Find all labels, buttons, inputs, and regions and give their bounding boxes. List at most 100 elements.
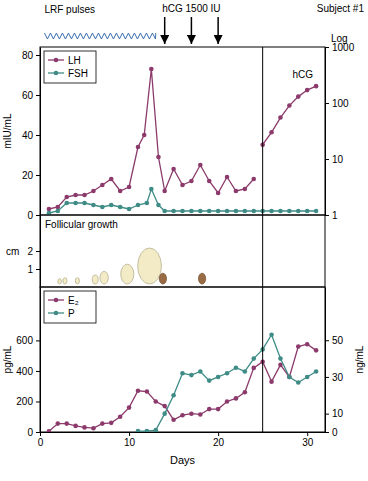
injection-arrow [217, 17, 219, 44]
follicle [58, 279, 62, 284]
panel: 0204060801101001000mIU/mLLoghCGLHFSH [2, 33, 355, 221]
tick: 80 [22, 50, 40, 61]
data-point [82, 425, 87, 430]
data-point [225, 399, 230, 404]
data-point [162, 189, 167, 194]
data-point [91, 426, 96, 431]
data-point [145, 201, 150, 206]
tick-mark [325, 159, 329, 160]
data-point [149, 67, 154, 72]
data-point [47, 207, 52, 212]
data-point [234, 365, 239, 370]
data-point [136, 388, 141, 393]
data-point [47, 429, 52, 432]
data-point [91, 189, 96, 194]
data-point [216, 209, 221, 214]
data-point [153, 399, 158, 404]
tick: 30 [302, 432, 314, 448]
tick: 0 [38, 432, 44, 448]
follicle [75, 278, 79, 284]
data-point [314, 209, 319, 214]
data-point [207, 179, 212, 184]
data-point [64, 195, 69, 200]
data-point [198, 209, 203, 214]
follicle [138, 248, 162, 284]
data-point [142, 133, 147, 138]
tick-mark [36, 371, 40, 372]
data-point [118, 189, 123, 194]
data-point [225, 209, 230, 214]
data-point [296, 344, 301, 349]
data-point [180, 371, 185, 376]
tick-mark [325, 340, 329, 341]
legend-marker [54, 298, 59, 303]
data-point [56, 205, 61, 210]
data-point [225, 175, 230, 180]
plot-frame [40, 47, 325, 215]
data-point [100, 421, 105, 426]
tick-mark [36, 175, 40, 176]
series-label: hCG [293, 69, 314, 80]
data-point [189, 373, 194, 378]
data-point [145, 429, 150, 432]
tick-label: 20 [213, 437, 225, 448]
data-point [278, 115, 283, 120]
tick: 60 [22, 90, 40, 101]
data-point [207, 209, 212, 214]
data-point [162, 404, 167, 409]
data-point [73, 193, 78, 198]
tick: 0 [27, 210, 40, 221]
annotation: LRF pulses [44, 4, 95, 15]
reference-line [262, 47, 263, 432]
data-point [82, 193, 87, 198]
data-point [234, 396, 239, 401]
panel: 1 2 cm Follicular growth [6, 215, 325, 288]
data-point [243, 209, 248, 214]
data-point [243, 369, 248, 374]
data-point [296, 209, 301, 214]
data-point [171, 167, 176, 172]
data-point [207, 378, 212, 383]
legend-label: LH [68, 55, 81, 66]
tick-mark [36, 432, 40, 433]
data-point [73, 201, 78, 206]
axis-title: mIU/mL [2, 113, 13, 148]
tick-label: 10 [124, 437, 136, 448]
tick: 10 [325, 408, 344, 419]
axis-title: cm [6, 246, 19, 257]
tick-mark [36, 215, 40, 216]
axis: 0200400600 [16, 288, 40, 438]
axis-line [40, 216, 41, 288]
data-point [278, 209, 283, 214]
tick-label: 1 [332, 210, 338, 221]
tick-label: 0 [332, 427, 338, 438]
data-point [251, 366, 256, 371]
subject-label: Subject #1 [317, 3, 365, 14]
data-point [269, 209, 274, 214]
tick-label: 200 [16, 396, 33, 407]
data-point [314, 84, 319, 89]
follicle [199, 273, 206, 284]
data-point [145, 389, 150, 394]
tick: 200 [16, 396, 40, 407]
data-point [100, 183, 105, 188]
legend: E₂P [44, 291, 96, 323]
data-layer [47, 67, 319, 215]
tick-mark [307, 432, 308, 436]
data-point [156, 203, 161, 208]
tick-label: 400 [16, 366, 33, 377]
axis: 1101001000 [325, 42, 355, 221]
panel-title: Follicular growth [45, 219, 118, 230]
tick-mark [325, 215, 329, 216]
data-point [136, 203, 141, 208]
tick: 1 [325, 210, 338, 221]
tick-mark [36, 251, 40, 252]
data-point [305, 88, 310, 93]
tick: 400 [16, 366, 40, 377]
injection-arrow [164, 17, 166, 44]
tick: 2 [27, 246, 40, 257]
tick-label: 1 [27, 264, 33, 275]
data-point [305, 375, 310, 380]
axis-title: Days [170, 454, 196, 466]
series-line [49, 344, 316, 431]
